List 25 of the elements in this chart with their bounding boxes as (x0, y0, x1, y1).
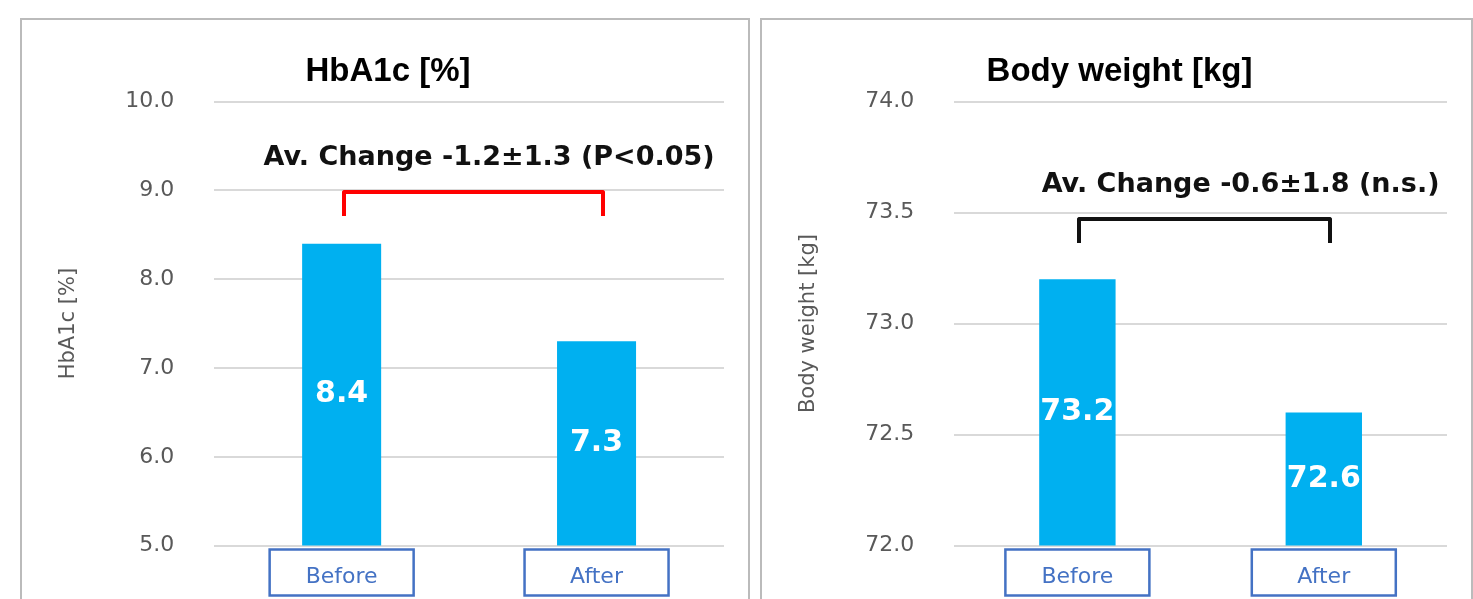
y-tick-label: 7.0 (139, 353, 175, 379)
data-label: 73.2 (1040, 392, 1115, 428)
data-label: 7.3 (569, 423, 624, 459)
y-tick-label: 5.0 (139, 531, 175, 557)
y-tick-label: 73.0 (865, 309, 915, 335)
y-tick-label: 8.0 (139, 264, 175, 290)
data-label: 8.4 (315, 374, 369, 410)
y-axis-title: Body weight [kg] (795, 234, 820, 414)
y-tick-label: 74.0 (865, 87, 915, 113)
y-tick-label: 9.0 (139, 176, 175, 202)
chart-title: Body weight [kg] (986, 50, 1253, 88)
chart-title: HbA1c [%] (305, 50, 471, 88)
x-tick-label: Before (1041, 562, 1114, 588)
data-label: 72.6 (1286, 458, 1361, 494)
x-tick-label: Before (305, 562, 378, 588)
y-tick-label: 6.0 (139, 442, 175, 468)
y-axis-title: HbA1c [%] (55, 267, 80, 380)
y-tick-label: 73.5 (865, 198, 915, 224)
annotation: Av. Change -1.2±1.3 (P<0.05) (263, 140, 715, 172)
y-tick-label: 10.0 (125, 87, 175, 113)
x-tick-label: After (570, 562, 624, 588)
y-tick-label: 72.5 (865, 420, 915, 446)
annotation: Av. Change -0.6±1.8 (n.s.) (1041, 167, 1440, 199)
y-tick-label: 72.0 (865, 531, 915, 557)
x-tick-label: After (1297, 562, 1352, 588)
